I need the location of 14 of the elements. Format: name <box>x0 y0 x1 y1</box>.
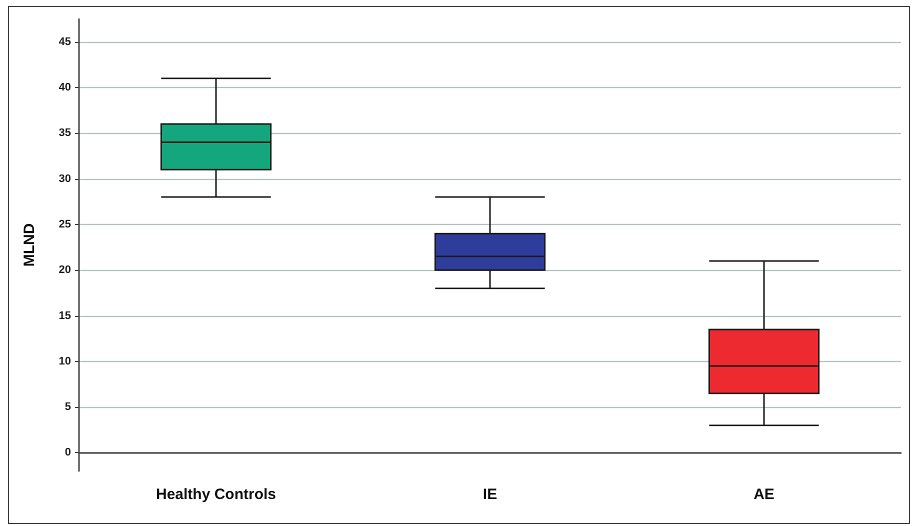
y-axis-title: MLND <box>21 223 38 267</box>
y-tick-label: 5 <box>64 401 71 414</box>
y-tick-label: 25 <box>58 218 71 230</box>
y-tick-label: 35 <box>58 127 71 140</box>
y-tick-label: 45 <box>58 36 71 48</box>
y-tick-label: 30 <box>58 172 71 185</box>
x-tick-label: Healthy Controls <box>156 486 276 503</box>
y-tick-label: 40 <box>58 81 71 94</box>
y-tick-label: 20 <box>58 264 71 276</box>
x-tick-label: AE <box>754 486 774 503</box>
y-tick-label: 15 <box>58 310 71 322</box>
y-tick-label: 10 <box>58 355 71 368</box>
y-tick-label: 0 <box>64 446 71 459</box>
x-tick-label: IE <box>482 486 498 503</box>
